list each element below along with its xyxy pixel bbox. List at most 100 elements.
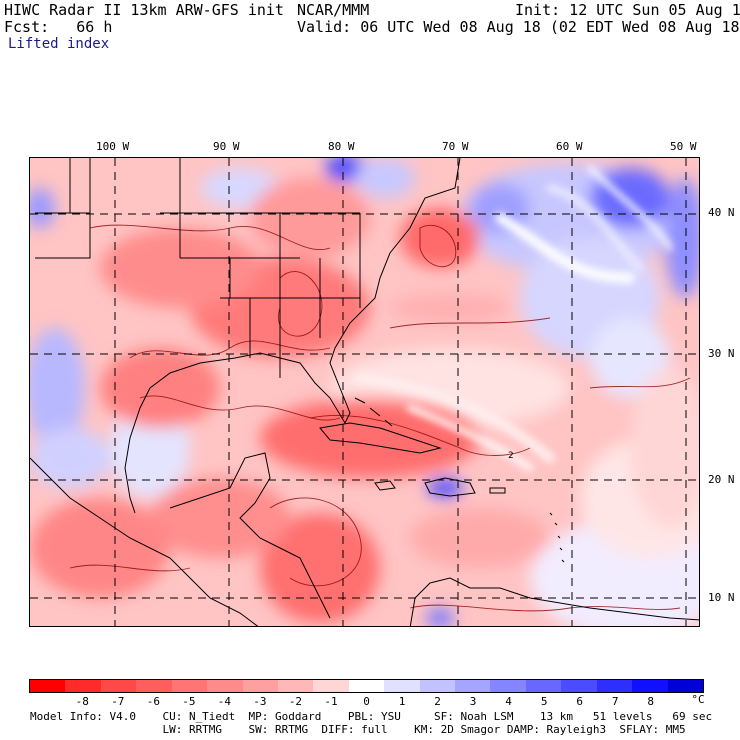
colorbar-swatch	[171, 680, 208, 692]
lat-label: 20 N	[708, 473, 735, 486]
lon-label: 100 W	[96, 140, 130, 153]
lon-label: 60 W	[556, 140, 583, 153]
colorbar-tick-label: -4	[217, 695, 232, 708]
mexico-stable-air	[30, 328, 85, 448]
stable-air-patch	[30, 188, 55, 228]
unstable-air	[400, 208, 480, 268]
state-border	[35, 212, 91, 259]
colorbar-swatch	[561, 680, 597, 692]
mexico-stable-air	[30, 428, 110, 488]
atlantic-swirl	[587, 165, 673, 251]
valid-time: Valid: 06 UTC Wed 08 Aug 18 (02 EDT Wed …	[297, 18, 740, 36]
stable-air-core	[325, 158, 365, 182]
unstable-air	[150, 478, 290, 558]
colorbar-swatch	[313, 680, 349, 692]
colorbar	[29, 679, 704, 693]
field-area	[630, 368, 699, 528]
colorbar-tick-label: -7	[111, 695, 125, 708]
colorbar-tick-label: 7	[611, 695, 619, 708]
colorbar-swatch	[419, 680, 456, 692]
coastline	[30, 457, 259, 626]
lesser-antilles	[549, 512, 565, 563]
colorbar-swatch	[277, 680, 314, 692]
atlantic-stable-air	[590, 318, 670, 398]
colorbar-tick-label: 6	[576, 695, 583, 708]
colorbar-swatch	[525, 680, 562, 692]
forecast-hour: Fcst: 66 h	[4, 18, 113, 36]
colorbar-tick-label: 3	[469, 695, 477, 708]
lat-label: 10 N	[708, 591, 735, 604]
init-time: Init: 12 UTC Sun 05 Aug 18	[515, 1, 740, 19]
colorbar-swatch	[667, 680, 704, 692]
contour-line	[69, 564, 191, 572]
organization-label: NCAR/MMM	[297, 1, 370, 19]
colorbar-tick-label: 2	[434, 695, 441, 708]
unstable-air	[250, 178, 370, 258]
puerto-rico-coast	[489, 487, 506, 494]
bahamas-coast	[354, 397, 393, 427]
contour-line	[89, 224, 331, 250]
atlantic-stable-core	[590, 168, 670, 228]
unstable-air	[260, 398, 480, 478]
lon-label: 50 W	[670, 140, 697, 153]
colorbar-swatch	[30, 680, 66, 692]
coastline	[124, 158, 461, 514]
colorbar-swatch	[348, 680, 385, 692]
unstable-air	[390, 293, 510, 323]
colorbar-tick-label: -3	[253, 695, 267, 708]
colorbar-tick-label: 4	[505, 695, 512, 708]
lon-label: 80 W	[328, 140, 355, 153]
colorbar-tick-label: -6	[146, 695, 160, 708]
colorbar-tick-label: 5	[540, 695, 548, 708]
atlantic-stable-core	[665, 178, 699, 298]
colorbar-swatch	[100, 680, 137, 692]
state-border	[249, 213, 361, 378]
lon-label: 90 W	[213, 140, 240, 153]
colorbar-swatch	[490, 680, 526, 692]
coastline	[169, 452, 331, 619]
unstable-air	[100, 348, 220, 428]
jamaica-coast	[374, 480, 396, 491]
colorbar-unit: °C	[691, 693, 705, 706]
atlantic-stable-core	[470, 183, 530, 233]
colorbar-swatch	[596, 680, 633, 692]
colorbar-tick-label: -5	[182, 695, 196, 708]
colorbar-swatch	[242, 680, 278, 692]
colorbar-swatch	[455, 680, 491, 692]
stable-air-core	[426, 608, 454, 626]
coastline	[409, 577, 699, 626]
model-info-line-2: LW: RRTMG SW: RRTMG DIFF: full KM: 2D Sm…	[30, 723, 686, 736]
colorbar-tick-label: 8	[647, 695, 655, 708]
colorbar-swatch	[65, 680, 101, 692]
contour-line	[269, 497, 362, 587]
lon-label: 70 W	[442, 140, 469, 153]
contour-line	[139, 395, 341, 421]
unstable-air	[100, 228, 260, 308]
cuba-coast	[319, 422, 442, 454]
unstable-air	[260, 513, 380, 623]
hispaniola-stable-core	[427, 478, 463, 498]
atlantic-swirl	[546, 184, 644, 272]
colorbar-swatch	[632, 680, 668, 692]
pale-ribbon	[355, 373, 555, 463]
product-title: HIWC Radar II 13km ARW-GFS init	[4, 1, 284, 19]
colorbar-swatch	[136, 680, 172, 692]
contour-line	[589, 377, 691, 389]
colorbar-tick-label: 0	[363, 695, 370, 708]
model-info-line-1: Model Info: V4.0 CU: N_Tiedt MP: Goddard…	[30, 710, 713, 723]
unstable-air	[30, 498, 170, 598]
atlantic-swirl	[495, 213, 635, 283]
stable-air-patch	[355, 158, 415, 198]
field-name: Lifted index	[8, 36, 110, 52]
lifted-index-map: 2	[29, 157, 700, 627]
unstable-air	[410, 508, 550, 568]
lat-label: 30 N	[708, 347, 735, 360]
colorbar-swatch	[207, 680, 243, 692]
lat-label: 40 N	[708, 206, 735, 219]
colorbar-tick-label: -2	[288, 695, 303, 708]
contour-line	[409, 604, 681, 612]
colorbar-swatch	[384, 680, 420, 692]
pale-ribbon	[407, 405, 533, 471]
colorbar-tick-label: -1	[324, 695, 338, 708]
map-canvas: 2	[30, 158, 699, 626]
